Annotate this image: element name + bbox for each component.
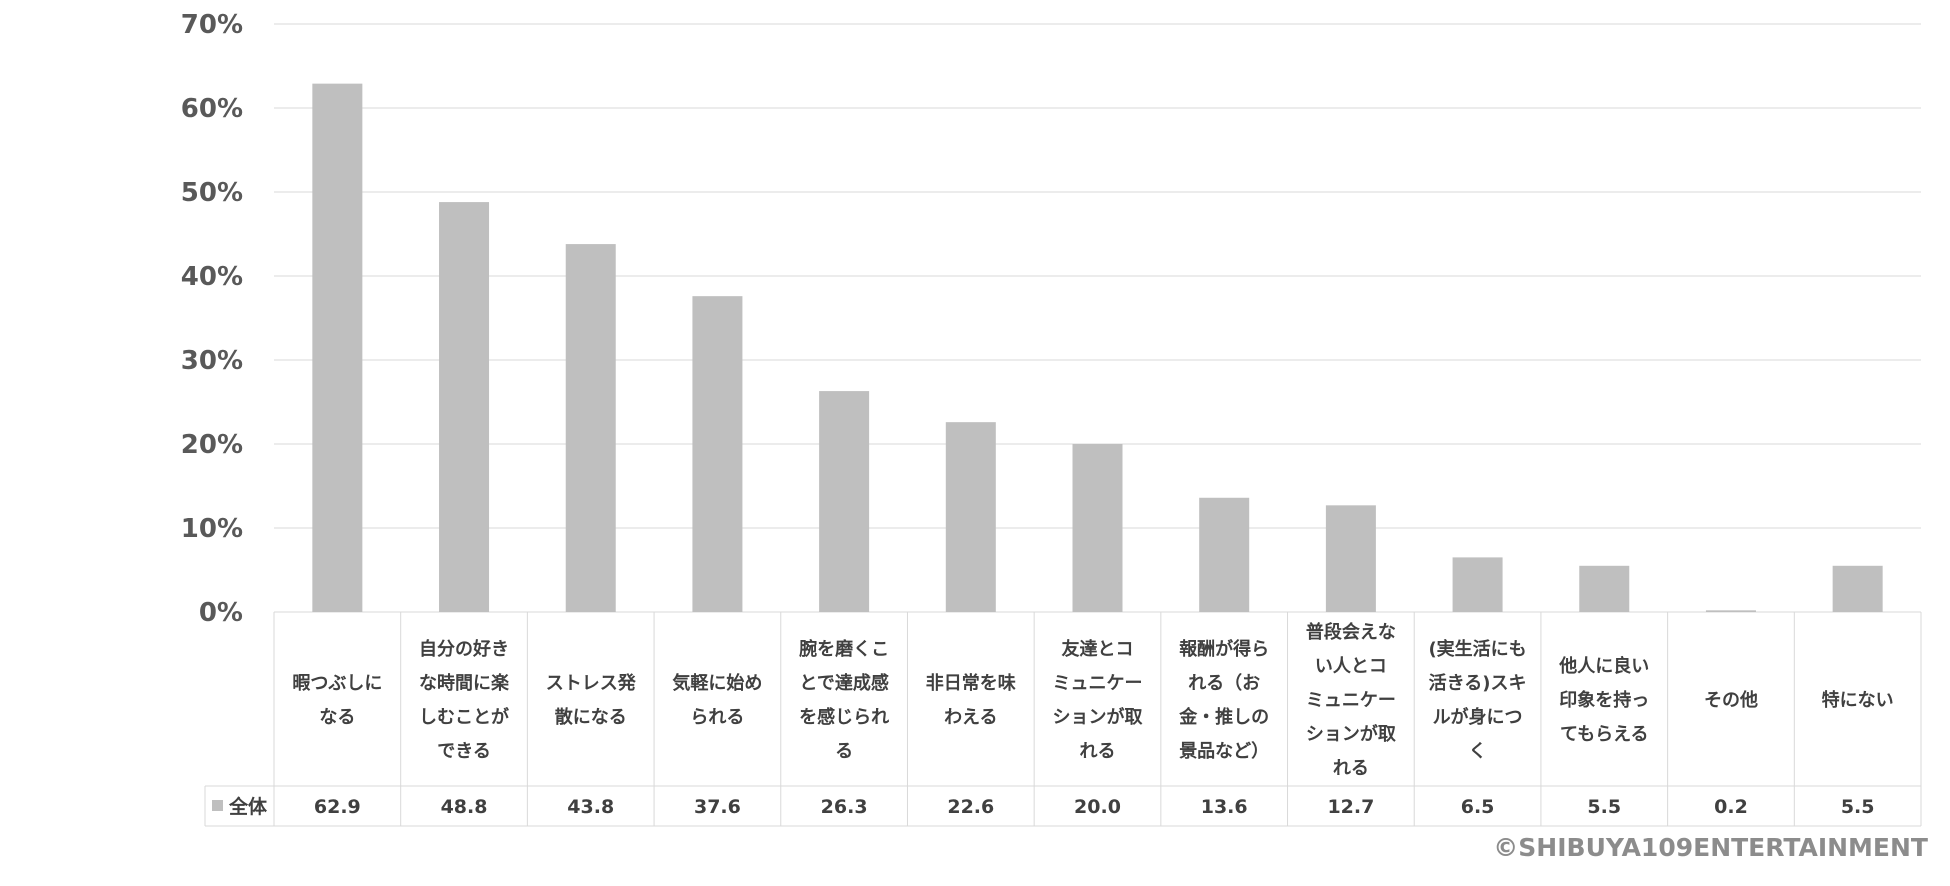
data-value-label: 0.2 — [1714, 796, 1748, 818]
category-label: その他 — [1704, 689, 1758, 711]
bar — [1325, 505, 1376, 612]
category-label: ミュニケー — [1306, 690, 1396, 711]
category-label: 腕を磨くこ — [799, 638, 889, 660]
category-label: (実生活にも — [1428, 638, 1526, 660]
category-label: 自分の好き — [419, 638, 509, 660]
y-tick-label: 0% — [199, 598, 243, 628]
category-label: 活きる)スキ — [1429, 672, 1527, 694]
bar — [1452, 557, 1503, 612]
data-value-label: 48.8 — [441, 796, 488, 818]
y-tick-label: 40% — [181, 262, 243, 292]
category-label: 特にない — [1822, 689, 1894, 711]
category-label: なる — [319, 707, 355, 728]
bar — [1199, 497, 1250, 612]
category-label: な時間に楽 — [419, 672, 510, 694]
bar — [1072, 444, 1123, 612]
category-label: とで達成感 — [799, 672, 888, 694]
category-label: ミュニケー — [1053, 673, 1143, 694]
category-label: わえる — [944, 707, 997, 728]
y-tick-label: 70% — [181, 10, 243, 40]
data-value-label: 62.9 — [314, 796, 361, 818]
category-label: 普段会えな — [1306, 621, 1396, 643]
data-value-label: 26.3 — [821, 796, 868, 818]
category-label: を感じられ — [799, 706, 889, 728]
y-tick-label: 50% — [181, 178, 243, 208]
category-label: 報酬が得ら — [1179, 638, 1269, 660]
category-label: 友達とコ — [1062, 638, 1134, 660]
legend-label: 全体 — [228, 795, 268, 818]
category-label: 非日常を味 — [926, 672, 1016, 694]
data-value-label: 5.5 — [1587, 796, 1621, 818]
category-label: 他人に良い — [1558, 655, 1649, 677]
data-value-label: 43.8 — [567, 796, 614, 818]
bar — [312, 83, 363, 612]
bar — [692, 296, 743, 612]
data-value-label: 37.6 — [694, 796, 741, 818]
y-tick-label: 60% — [181, 94, 243, 124]
data-value-label: 20.0 — [1074, 796, 1121, 818]
y-tick-label: 10% — [181, 514, 243, 544]
bar — [819, 391, 870, 612]
category-label: 印象を持っ — [1559, 689, 1649, 711]
category-label: ルが身につ — [1433, 706, 1523, 728]
category-label: れる（お — [1188, 673, 1260, 694]
data-value-label: 22.6 — [947, 796, 994, 818]
bar — [439, 202, 490, 612]
category-label: ションが取 — [1306, 723, 1397, 745]
category-label: しむことが — [419, 706, 509, 728]
category-label: れる — [1080, 741, 1116, 762]
copyright-text: ©SHIBUYA109ENTERTAINMENT — [1493, 833, 1928, 862]
legend-swatch — [212, 800, 223, 811]
category-label: る — [835, 741, 853, 762]
bar — [945, 422, 996, 612]
category-label: 散になる — [555, 706, 627, 728]
data-value-label: 12.7 — [1327, 796, 1374, 818]
y-tick-label: 20% — [181, 430, 243, 460]
category-label: られる — [690, 707, 744, 728]
data-value-label: 6.5 — [1461, 796, 1495, 818]
category-label: 金・推しの — [1178, 706, 1269, 728]
bar — [1705, 610, 1756, 612]
bar — [1832, 565, 1883, 612]
category-label: ションが取 — [1053, 706, 1144, 728]
category-label: く — [1469, 741, 1487, 762]
data-value-label: 13.6 — [1201, 796, 1248, 818]
category-label: 景品など） — [1179, 741, 1269, 762]
bar — [565, 244, 616, 612]
data-value-label: 5.5 — [1841, 796, 1875, 818]
category-label: い人とコ — [1315, 656, 1387, 677]
category-label: 暇つぶしに — [292, 673, 382, 694]
category-label: れる — [1333, 758, 1369, 779]
category-label: できる — [437, 741, 491, 762]
bar — [1579, 565, 1630, 612]
y-tick-label: 30% — [181, 346, 243, 376]
category-label: ストレス発 — [546, 672, 637, 694]
category-label: 気軽に始め — [672, 672, 762, 694]
category-label: てもらえる — [1560, 724, 1649, 745]
